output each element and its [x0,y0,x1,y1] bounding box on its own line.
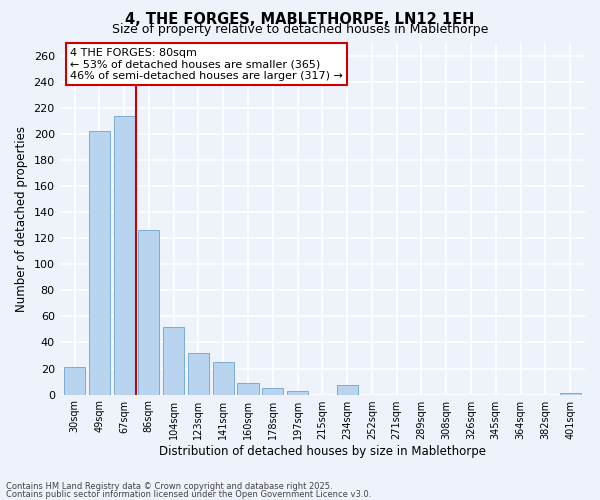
Bar [212,362,234,394]
Bar [163,327,184,394]
Bar [262,388,283,394]
Bar [139,230,160,394]
Bar [287,390,308,394]
Bar [337,386,358,394]
X-axis label: Distribution of detached houses by size in Mablethorpe: Distribution of detached houses by size … [159,444,486,458]
Text: Contains public sector information licensed under the Open Government Licence v3: Contains public sector information licen… [6,490,371,499]
Bar [89,131,110,394]
Text: Size of property relative to detached houses in Mablethorpe: Size of property relative to detached ho… [112,22,488,36]
Text: 4, THE FORGES, MABLETHORPE, LN12 1EH: 4, THE FORGES, MABLETHORPE, LN12 1EH [125,12,475,28]
Bar [238,383,259,394]
Bar [64,367,85,394]
Y-axis label: Number of detached properties: Number of detached properties [15,126,28,312]
Text: Contains HM Land Registry data © Crown copyright and database right 2025.: Contains HM Land Registry data © Crown c… [6,482,332,491]
Text: 4 THE FORGES: 80sqm
← 53% of detached houses are smaller (365)
46% of semi-detac: 4 THE FORGES: 80sqm ← 53% of detached ho… [70,48,343,81]
Bar [113,116,134,394]
Bar [188,353,209,395]
